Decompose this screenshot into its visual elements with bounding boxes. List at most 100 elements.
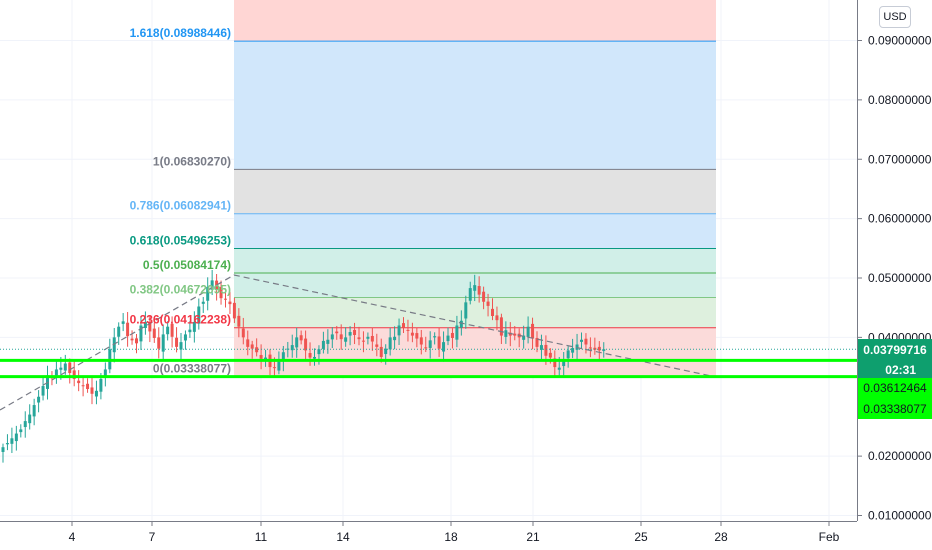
candle-body bbox=[1, 447, 5, 452]
candle-body bbox=[548, 352, 552, 358]
candle-body bbox=[553, 358, 557, 368]
candle-body bbox=[348, 332, 352, 336]
candle-body bbox=[361, 340, 365, 342]
candle-body bbox=[170, 323, 174, 337]
level-upper-text: 0.03612464 bbox=[863, 381, 927, 395]
candle-body bbox=[139, 325, 143, 342]
candle-body bbox=[544, 344, 548, 356]
candle-body bbox=[286, 348, 290, 350]
candle-body bbox=[77, 380, 81, 384]
candle-body bbox=[255, 347, 259, 353]
fib-level-label: 0.382(0.04672095) bbox=[130, 282, 231, 296]
candle-body bbox=[508, 332, 512, 336]
candle-body bbox=[135, 338, 138, 344]
level-lower-badge bbox=[858, 398, 932, 419]
last-price-badge bbox=[858, 339, 932, 361]
candle-body bbox=[375, 344, 379, 347]
candle-body bbox=[23, 421, 27, 428]
candle-body bbox=[246, 339, 250, 347]
candle-body bbox=[450, 332, 454, 338]
candle-body bbox=[468, 288, 472, 301]
candle-body bbox=[28, 414, 32, 424]
candle-body bbox=[63, 363, 67, 371]
candle-body bbox=[259, 354, 263, 359]
candle-body bbox=[192, 321, 196, 332]
candle-body bbox=[152, 328, 156, 338]
candle-body bbox=[313, 356, 316, 359]
candle-body bbox=[597, 346, 601, 351]
candle-body bbox=[424, 347, 428, 349]
candle-body bbox=[224, 298, 227, 300]
candle-body bbox=[531, 323, 535, 339]
fib-level-label: 1(0.06830270) bbox=[153, 154, 231, 168]
candle-body bbox=[175, 337, 179, 347]
currency-button[interactable]: USD bbox=[879, 6, 911, 28]
trend-line bbox=[0, 274, 717, 411]
fib-zone bbox=[234, 213, 716, 249]
time-tick-label: 11 bbox=[255, 530, 268, 544]
candle-body bbox=[179, 342, 183, 350]
candle-body bbox=[397, 325, 401, 336]
last-price-text: 0.03799716 bbox=[863, 343, 927, 357]
candle-body bbox=[86, 383, 90, 390]
candle-body bbox=[366, 336, 370, 339]
candle-body bbox=[415, 333, 419, 339]
candle-body bbox=[19, 429, 23, 433]
candle-body bbox=[442, 342, 446, 352]
time-tick-label: 4 bbox=[69, 530, 76, 544]
candle-body bbox=[90, 387, 94, 394]
candle-body bbox=[491, 308, 494, 316]
candle-body bbox=[393, 336, 397, 341]
price-tick-label: 0.08000000 bbox=[868, 93, 932, 107]
candle-body bbox=[99, 378, 103, 392]
price-axis-labels: 0.03799716 02:31 0.03612464 0.03338077 bbox=[858, 339, 932, 419]
candle-body bbox=[602, 349, 606, 351]
candle-body bbox=[522, 335, 526, 340]
candle-body bbox=[37, 396, 41, 403]
candle-body bbox=[197, 306, 201, 324]
candle-body bbox=[250, 344, 254, 349]
candle-body bbox=[566, 350, 570, 359]
candle-body bbox=[121, 321, 125, 324]
price-tick-label: 0.01000000 bbox=[868, 509, 932, 523]
candle-body bbox=[384, 348, 388, 355]
countdown-text: 02:31 bbox=[885, 363, 916, 377]
candle-body bbox=[14, 433, 18, 442]
fib-zone bbox=[234, 297, 716, 328]
candle-body bbox=[419, 337, 423, 345]
candle-body bbox=[588, 347, 592, 349]
candle-body bbox=[464, 302, 468, 319]
candle-body bbox=[72, 370, 76, 379]
candle-body bbox=[277, 361, 281, 371]
candle-body bbox=[103, 369, 107, 377]
fib-zone bbox=[234, 169, 716, 214]
fib-level-label: 0.618(0.05496253) bbox=[130, 234, 231, 248]
candle-body bbox=[161, 334, 165, 352]
candle-body bbox=[513, 333, 517, 336]
fib-level-label: 0(0.03338077) bbox=[153, 362, 231, 376]
candle-body bbox=[112, 337, 116, 353]
candle-body bbox=[482, 291, 486, 302]
candle-body bbox=[264, 357, 268, 360]
candle-body bbox=[370, 335, 374, 342]
candle-body bbox=[157, 337, 161, 349]
price-axis-ticks: 0.09000000 0.08000000 0.07000000 0.06000000… bbox=[857, 34, 932, 523]
candle-body bbox=[353, 329, 357, 335]
candle-body bbox=[526, 326, 530, 337]
candle-body bbox=[94, 390, 98, 397]
level-upper-badge bbox=[858, 378, 932, 398]
candle-body bbox=[402, 323, 405, 328]
candle-body bbox=[428, 340, 432, 348]
price-tick-label: 0.09000000 bbox=[868, 34, 932, 48]
fib-zone bbox=[234, 248, 716, 274]
time-axis-ticks: 4 7 11 14 18 21 25 28 Feb bbox=[69, 521, 840, 544]
fibonacci-labels: 1.618(0.08988446) 1(0.06830270) 0.786(0.06… bbox=[130, 26, 231, 375]
candle-body bbox=[228, 301, 232, 305]
candle-body bbox=[344, 337, 348, 342]
price-tick-label: 0.02000000 bbox=[868, 449, 932, 463]
candle-body bbox=[477, 286, 481, 295]
candle-body bbox=[433, 336, 437, 338]
price-tick-label: 0.07000000 bbox=[868, 152, 932, 166]
